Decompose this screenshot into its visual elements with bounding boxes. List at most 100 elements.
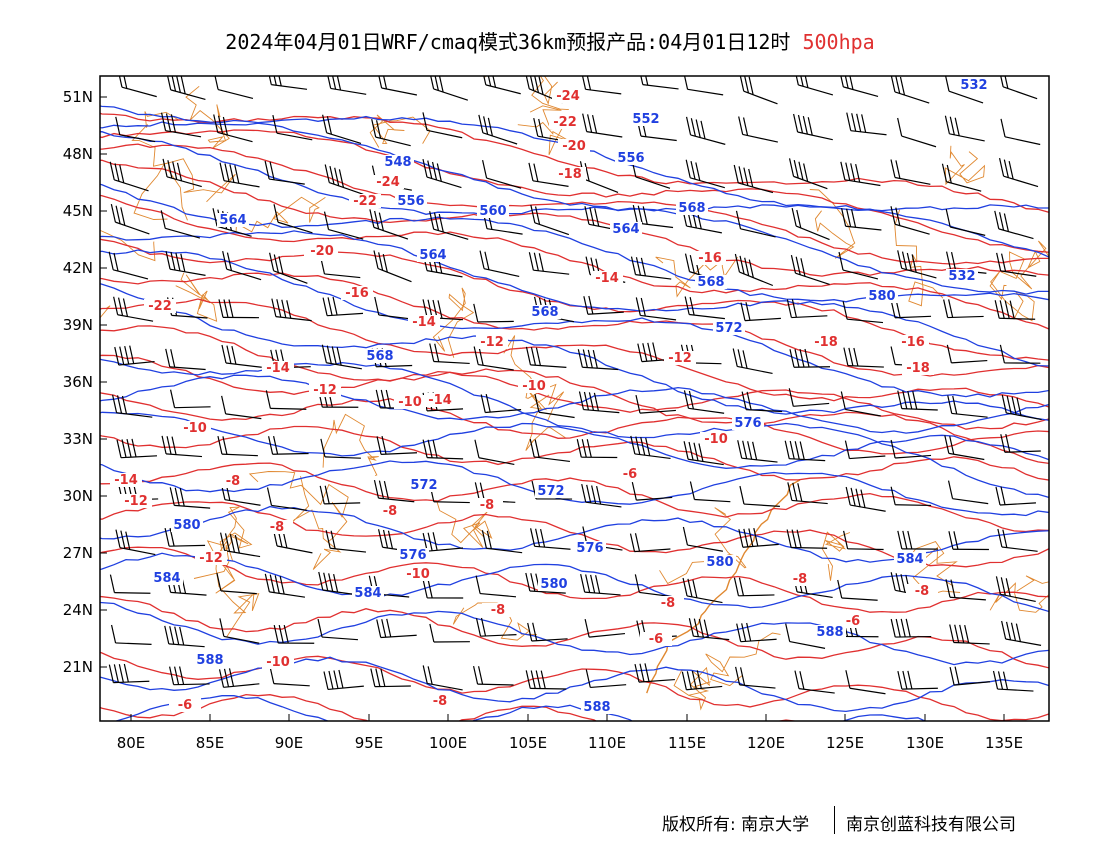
y-tick-label: 27N	[63, 544, 93, 562]
temperature-label-bg	[591, 271, 623, 285]
height-contour	[100, 374, 1049, 434]
wind-barb	[161, 435, 203, 458]
height-contour	[100, 121, 1049, 258]
wind-barb	[169, 666, 210, 686]
temperature-contour	[100, 392, 1049, 455]
wind-barb	[528, 162, 569, 187]
wind-barb	[108, 251, 149, 280]
wind-barb	[321, 344, 362, 370]
wind-barb	[579, 161, 619, 193]
wind-barb	[534, 394, 575, 419]
wind-barb	[949, 624, 990, 645]
boundary-line	[175, 272, 218, 322]
height-label: 568	[531, 305, 558, 320]
temperature-label: -14	[428, 393, 452, 408]
wind-barb	[844, 440, 886, 460]
temperature-label-bg	[408, 315, 440, 329]
height-label-bg	[171, 518, 203, 532]
wind-barb	[581, 484, 622, 508]
wind-barb	[890, 159, 931, 185]
height-label-bg	[732, 416, 764, 430]
boundary-line	[543, 76, 558, 105]
height-contour	[100, 230, 1049, 367]
height-label-bg	[695, 275, 727, 289]
wind-barb	[840, 161, 881, 187]
wind-barb	[941, 163, 982, 192]
wind-barb	[996, 252, 1037, 277]
temperature-contour	[100, 354, 1049, 430]
height-label-bg	[395, 194, 427, 208]
height-label-bg	[866, 289, 898, 303]
wind-barb	[324, 164, 364, 195]
wind-barb	[683, 76, 724, 96]
wind-barb	[738, 527, 779, 548]
wind-barb	[373, 480, 415, 503]
wind-barb	[317, 618, 358, 641]
y-tick-label: 42N	[63, 259, 93, 277]
wind-barb	[682, 526, 723, 552]
wind-barb	[218, 668, 260, 688]
wind-barb	[376, 435, 418, 455]
height-label-bg	[535, 484, 567, 498]
wind-barb	[685, 159, 725, 189]
wind-barb	[791, 207, 830, 241]
height-label-bg	[630, 112, 662, 126]
temperature-label-bg	[349, 194, 381, 208]
temperature-contour	[100, 143, 1049, 265]
wind-barb	[733, 577, 775, 597]
height-label: 560	[479, 204, 506, 219]
boundary-line	[525, 390, 566, 451]
wind-barb	[272, 115, 313, 141]
boundary-line	[821, 531, 851, 581]
temperature-contour	[100, 501, 1049, 568]
x-tick-label: 105E	[509, 734, 547, 752]
wind-barb	[582, 113, 623, 138]
temperature-label-bg	[614, 467, 646, 481]
wind-barb	[221, 395, 262, 420]
x-tick-label: 100E	[429, 734, 467, 752]
wind-barb	[479, 250, 520, 278]
wind-barb	[994, 210, 1034, 240]
wind-barb	[843, 530, 884, 551]
temperature-label: -10	[183, 421, 207, 436]
height-label: 532	[948, 269, 975, 284]
wind-barb	[475, 575, 517, 598]
wind-barb	[165, 348, 206, 371]
temperature-contour	[100, 129, 1049, 253]
temperature-contour	[100, 693, 812, 721]
wind-barb	[216, 572, 257, 595]
x-tick-label: 110E	[588, 734, 626, 752]
temperature-contour	[100, 298, 1049, 408]
temperature-label: -22	[353, 194, 377, 209]
wind-barb	[631, 481, 673, 501]
height-label: 572	[715, 321, 742, 336]
height-label: 564	[219, 213, 246, 228]
wind-barb	[640, 76, 679, 90]
wind-barb	[683, 441, 724, 466]
wind-barb	[944, 435, 985, 461]
temperature-contour	[100, 462, 1049, 533]
boundary-line	[248, 471, 349, 543]
wind-barb	[527, 622, 568, 642]
temperature-label: -8	[383, 504, 397, 519]
height-label: 572	[537, 484, 564, 499]
temperature-label: -20	[310, 244, 334, 259]
plot-frame	[99, 75, 1050, 722]
height-label: 580	[173, 518, 200, 533]
wind-barb	[842, 301, 884, 324]
temperature-label-bg	[471, 498, 503, 512]
temperature-label-bg	[262, 361, 294, 375]
wind-barb	[943, 299, 984, 319]
wind-barb	[897, 250, 937, 279]
wind-barb	[997, 528, 1038, 552]
y-tick-label: 36N	[63, 373, 93, 391]
temperature-label: -14	[266, 361, 290, 376]
temperature-label-bg	[261, 520, 293, 534]
temperature-label: -12	[199, 551, 223, 566]
wind-barb	[784, 440, 826, 462]
wind-barb	[992, 670, 1034, 692]
temperature-label: -10	[704, 432, 728, 447]
wind-barb	[689, 481, 731, 503]
wind-barb	[795, 76, 834, 96]
